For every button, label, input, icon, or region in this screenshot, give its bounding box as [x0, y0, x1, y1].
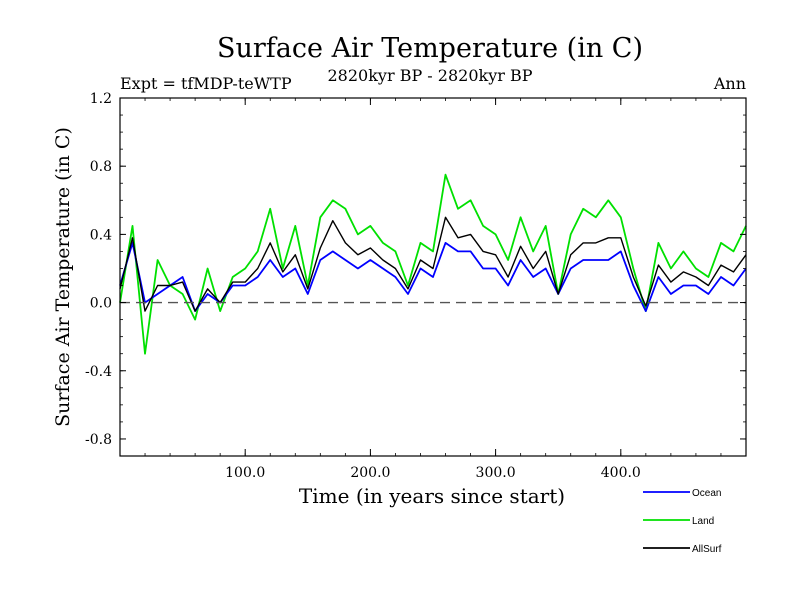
series-line-land — [119, 173, 747, 355]
chart-subtitle-center: 2820kyr BP - 2820kyr BP — [328, 66, 533, 85]
y-tick-label: 1.2 — [90, 91, 112, 107]
legend-label-land: Land — [692, 516, 714, 527]
chart-subtitle-right: Ann — [713, 74, 746, 93]
series-layer — [119, 173, 747, 355]
y-tick-label: 0.0 — [90, 296, 112, 312]
legend-label-allsurf: AllSurf — [692, 544, 722, 555]
y-tick-label: 0.4 — [90, 227, 112, 243]
x-tick-label: 300.0 — [476, 465, 516, 481]
y-tick-label: -0.4 — [85, 364, 112, 380]
chart-subtitle-left: Expt = tfMDP-teWTP — [120, 74, 292, 93]
chart-title: Surface Air Temperature (in C) — [217, 33, 643, 64]
x-tick-label: 200.0 — [350, 465, 390, 481]
y-tick-label: -0.8 — [85, 432, 112, 448]
x-tick-label: 100.0 — [225, 465, 265, 481]
plot-frame — [119, 97, 747, 457]
series-line-allsurf — [119, 216, 747, 312]
y-tick-label: 0.8 — [90, 159, 112, 175]
x-axis-label: Time (in years since start) — [299, 484, 565, 508]
y-axis-label: Surface Air Temperature (in C) — [52, 127, 74, 427]
legend: Ocean Land AllSurf — [643, 488, 722, 555]
ticks-layer: -0.8 -0.4 0.0 0.4 0.8 1.2 100.0 200.0 300.0 400.0 — [85, 91, 746, 481]
x-tick-label: 400.0 — [601, 465, 641, 481]
legend-label-ocean: Ocean — [692, 488, 721, 499]
